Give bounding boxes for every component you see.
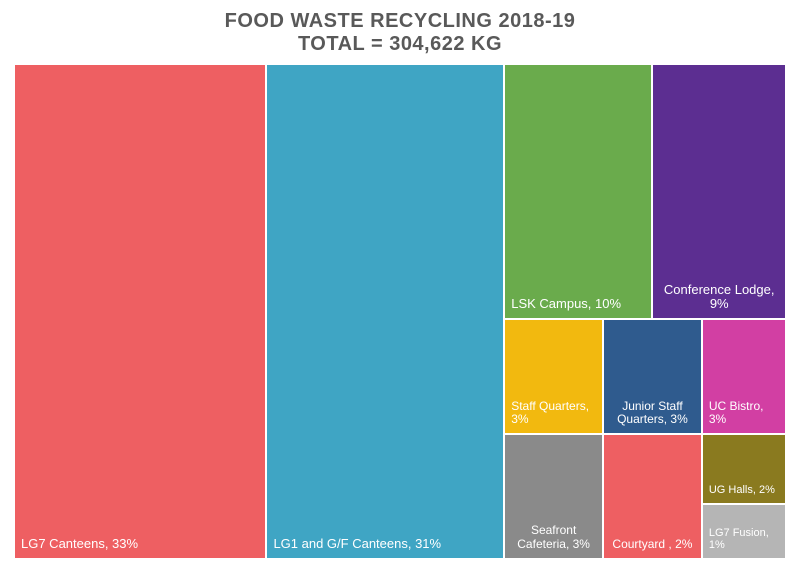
treemap-cell: Junior Staff Quarters, 3% xyxy=(603,319,702,434)
treemap-cell: LG1 and G/F Canteens, 31% xyxy=(266,64,504,559)
treemap-cell-label: LSK Campus, 10% xyxy=(511,297,645,312)
treemap-cell: LSK Campus, 10% xyxy=(504,64,652,319)
treemap-cell: Staff Quarters, 3% xyxy=(504,319,603,434)
treemap-cell-label: Staff Quarters, 3% xyxy=(511,400,596,428)
chart-title-block: FOOD WASTE RECYCLING 2018-19 TOTAL = 304… xyxy=(0,0,800,64)
treemap-cell: UC Bistro, 3% xyxy=(702,319,786,434)
treemap-cell-label: UC Bistro, 3% xyxy=(709,400,779,428)
treemap-cell: LG7 Fusion, 1% xyxy=(702,504,786,559)
chart-title-line-1: FOOD WASTE RECYCLING 2018-19 xyxy=(0,10,800,33)
chart-title-line-2: TOTAL = 304,622 KG xyxy=(0,33,800,56)
treemap-chart: FOOD WASTE RECYCLING 2018-19 TOTAL = 304… xyxy=(0,0,800,573)
treemap-cell: Conference Lodge, 9% xyxy=(652,64,786,319)
treemap-area: LG7 Canteens, 33% LG1 and G/F Canteens, 3… xyxy=(14,64,786,559)
treemap-cell-label: LG7 Fusion, 1% xyxy=(709,527,779,552)
treemap-cell-label: Courtyard , 2% xyxy=(604,538,701,552)
treemap-cell: UG Halls, 2% xyxy=(702,434,786,503)
treemap-cell-label: LG1 and G/F Canteens, 31% xyxy=(273,537,497,552)
treemap-cell-label: LG7 Canteens, 33% xyxy=(21,537,259,552)
treemap-cell: LG7 Canteens, 33% xyxy=(14,64,266,559)
treemap-cell-label: UG Halls, 2% xyxy=(709,484,779,497)
treemap-cell: Seafront Cafeteria, 3% xyxy=(504,434,603,559)
treemap-cell-label: Conference Lodge, 9% xyxy=(653,283,785,313)
treemap-cell: Courtyard , 2% xyxy=(603,434,702,559)
treemap-cell-label: Seafront Cafeteria, 3% xyxy=(505,524,602,552)
treemap-cell-label: Junior Staff Quarters, 3% xyxy=(604,400,701,428)
